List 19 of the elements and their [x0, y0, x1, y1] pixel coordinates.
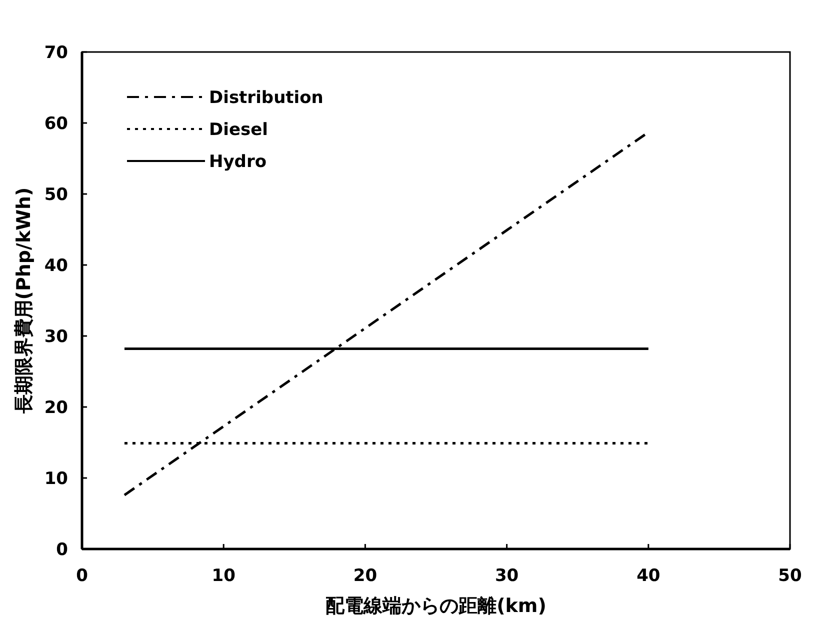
- y-tick-label: 0: [56, 540, 68, 560]
- legend-label: Hydro: [209, 152, 267, 172]
- x-tick-label: 0: [76, 566, 88, 586]
- x-tick-label: 10: [212, 566, 236, 586]
- x-axis-title: 配電線端からの距離(km): [326, 595, 546, 617]
- legend-label: Distribution: [209, 88, 324, 108]
- y-tick-label: 50: [44, 185, 68, 205]
- y-tick-label: 20: [44, 398, 68, 418]
- y-tick-label: 30: [44, 327, 68, 347]
- y-tick-label: 10: [44, 469, 68, 489]
- y-tick-label: 70: [44, 43, 68, 63]
- y-tick-label: 60: [44, 114, 68, 134]
- x-tick-label: 50: [778, 566, 802, 586]
- x-tick-label: 30: [494, 566, 519, 586]
- x-tick-label: 40: [636, 566, 660, 586]
- x-tick-label: 20: [353, 566, 378, 586]
- y-axis-title: 長期限界費用(Php/kWh): [13, 187, 35, 415]
- y-tick-label: 40: [44, 256, 68, 276]
- legend-label: Diesel: [209, 120, 268, 140]
